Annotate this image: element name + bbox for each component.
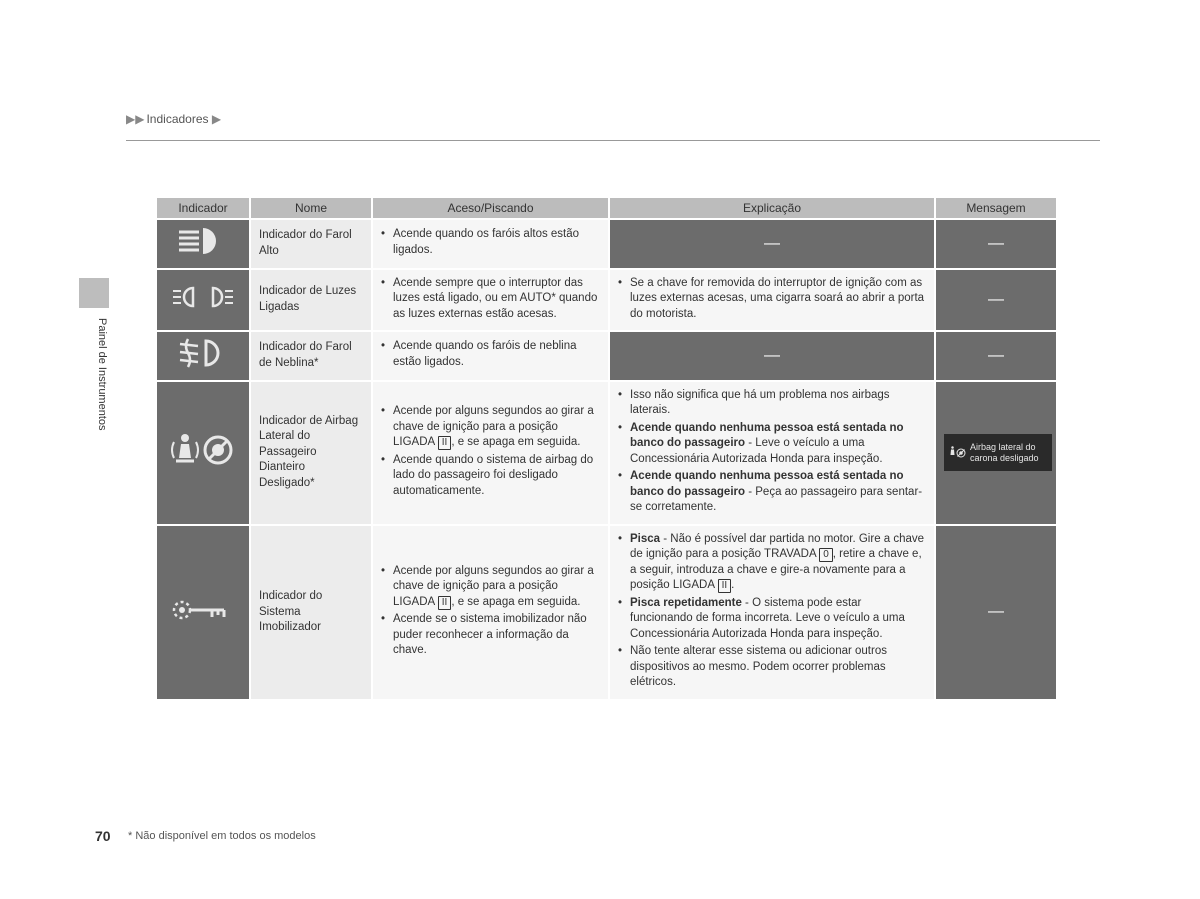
table-row: Indicador de Airbag Lateral do Passageir… [157,382,1056,524]
table-row: Indicador do Sistema ImobilizadorAcende … [157,526,1056,699]
page-number: 70 [95,828,111,844]
mensagem-cell: Airbag lateral docarona desligado [936,382,1056,524]
aceso-cell: Acende por alguns segundos ao girar a ch… [373,526,608,699]
lights-on-icon [157,270,249,331]
indicator-name: Indicador do Farol de Neblina* [251,332,371,380]
fog-light-icon [157,332,249,380]
header-divider [126,140,1100,141]
explicacao-cell: — [610,332,934,380]
indicator-name: Indicador do Sistema Imobilizador [251,526,371,699]
table-row: Indicador do Farol AltoAcende quando os … [157,220,1056,268]
table-row: Indicador do Farol de Neblina*Acende qua… [157,332,1056,380]
mensagem-cell: — [936,270,1056,331]
aceso-cell: Acende por alguns segundos ao girar a ch… [373,382,608,524]
airbag-off-message-chip: Airbag lateral docarona desligado [944,434,1052,472]
footnote: * Não disponível em todos os modelos [128,830,316,842]
aceso-cell: Acende sempre que o interruptor das luze… [373,270,608,331]
aceso-cell: Acende quando os faróis altos estão liga… [373,220,608,268]
immobilizer-icon [157,526,249,699]
th-indicador: Indicador [157,198,249,218]
breadcrumb: ▶▶Indicadores ▶ [126,112,223,126]
indicator-name: Indicador do Farol Alto [251,220,371,268]
side-tab [79,278,109,308]
mensagem-cell: — [936,526,1056,699]
breadcrumb-arrow-icon: ▶ [209,112,222,126]
th-explicacao: Explicação [610,198,934,218]
th-nome: Nome [251,198,371,218]
table-header-row: Indicador Nome Aceso/Piscando Explicação… [157,198,1056,218]
explicacao-cell: Se a chave for removida do interruptor d… [610,270,934,331]
indicator-name: Indicador de Luzes Ligadas [251,270,371,331]
explicacao-cell: — [610,220,934,268]
aceso-cell: Acende quando os faróis de neblina estão… [373,332,608,380]
th-mensagem: Mensagem [936,198,1056,218]
indicator-name: Indicador de Airbag Lateral do Passageir… [251,382,371,524]
side-section-label: Painel de Instrumentos [96,318,108,431]
explicacao-cell: Pisca - Não é possível dar partida no mo… [610,526,934,699]
explicacao-cell: Isso não significa que há um problema no… [610,382,934,524]
high-beam-icon [157,220,249,268]
table-row: Indicador de Luzes LigadasAcende sempre … [157,270,1056,331]
mensagem-cell: — [936,332,1056,380]
side-airbag-off-icon [157,382,249,524]
mensagem-cell: — [936,220,1056,268]
breadcrumb-section: Indicadores [146,112,208,126]
breadcrumb-arrow-icon: ▶▶ [126,112,144,126]
th-aceso: Aceso/Piscando [373,198,608,218]
indicators-table: Indicador Nome Aceso/Piscando Explicação… [155,196,1058,701]
